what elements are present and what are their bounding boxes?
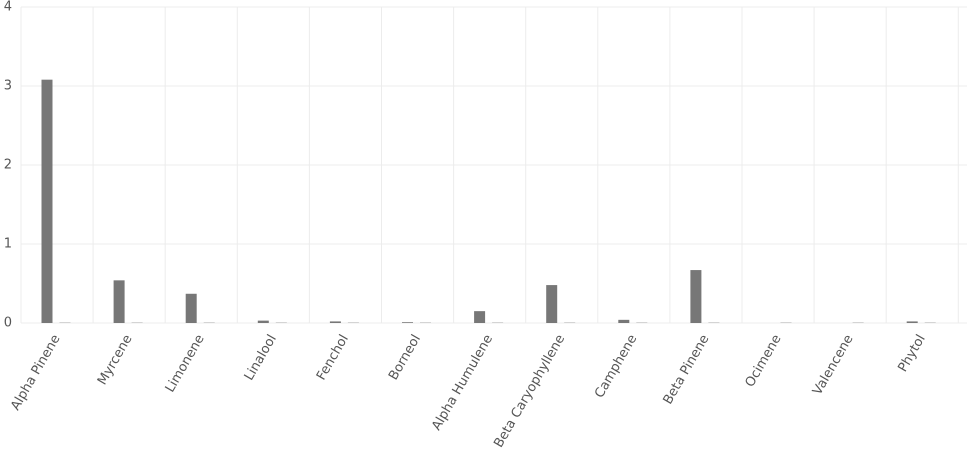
x-tick-label: Beta Pinene	[661, 332, 713, 407]
bar	[203, 322, 215, 323]
bar	[420, 322, 431, 323]
bar	[924, 322, 936, 323]
x-tick-label: Myrcene	[95, 332, 136, 387]
bar	[690, 270, 702, 323]
bar	[636, 322, 648, 323]
bar	[59, 322, 71, 323]
x-tick-label: Alpha Pinene	[8, 332, 63, 413]
x-tick-label: Linalool	[242, 332, 280, 383]
x-tick-label: Valencene	[810, 332, 857, 398]
bar	[185, 293, 197, 323]
bar	[329, 321, 341, 323]
bar	[852, 322, 864, 323]
y-tick-label: 4	[4, 0, 12, 15]
y-tick-label: 3	[4, 79, 12, 94]
bar	[113, 280, 125, 323]
bar	[708, 322, 720, 323]
bar	[402, 322, 413, 323]
y-tick-label: 2	[4, 158, 12, 173]
x-tick-label: Limonene	[163, 332, 208, 395]
bar	[275, 322, 287, 323]
bar	[257, 320, 269, 323]
bar	[474, 311, 486, 323]
x-tick-label: Fenchol	[314, 332, 352, 383]
x-tick-label: Beta Caryophyllene	[491, 332, 568, 450]
bar	[546, 285, 558, 323]
bar	[780, 322, 792, 323]
bar	[906, 321, 918, 323]
y-tick-label: 0	[4, 316, 12, 331]
bar	[41, 79, 53, 324]
bar	[492, 322, 504, 323]
x-tick-label: Camphene	[592, 332, 640, 401]
x-tick-label: Alpha Humulene	[429, 332, 496, 433]
x-tick-label: Borneol	[386, 332, 424, 383]
y-tick-label: 1	[4, 237, 12, 252]
x-tick-label: Ocimene	[743, 332, 785, 390]
bar	[347, 322, 359, 323]
x-tick-label: Phytol	[896, 332, 929, 375]
bar	[618, 319, 630, 323]
bar	[131, 322, 143, 323]
bar	[564, 322, 576, 323]
